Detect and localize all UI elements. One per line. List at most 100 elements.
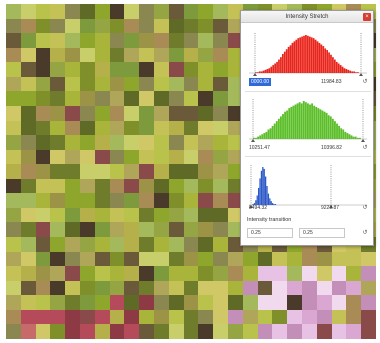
mosaic-tile (6, 120, 21, 136)
blue-reset-icon[interactable]: ↺ (362, 205, 368, 211)
histogram-bar (299, 37, 302, 74)
mosaic-tile (6, 324, 21, 339)
mosaic-tile (213, 76, 228, 92)
transition-reset-icon[interactable]: ↺ (362, 230, 368, 236)
mosaic-tile (168, 295, 184, 310)
mosaic-tile (109, 135, 125, 150)
mosaic-tile (168, 193, 184, 208)
mosaic-tile (124, 295, 140, 310)
green-max-field[interactable]: 10396.82 (321, 145, 342, 151)
mosaic-tile (183, 266, 199, 281)
mosaic-tile (35, 76, 51, 92)
mosaic-tile (228, 91, 243, 106)
transition-left-input[interactable]: 0.25 (247, 228, 293, 238)
mosaic-tile (80, 222, 95, 238)
red-max-field[interactable]: 11984.83 (321, 79, 342, 85)
mosaic-tile (35, 193, 51, 208)
transition-right-input[interactable]: 0.25 (299, 228, 345, 238)
blue-min-field[interactable]: 8494.32 (249, 205, 268, 211)
mosaic-tile (213, 105, 228, 121)
mosaic-tile (109, 324, 125, 339)
mosaic-tile (316, 295, 332, 310)
mosaic-tile (139, 251, 154, 267)
mosaic-tile (228, 62, 243, 77)
mosaic-tile (257, 309, 273, 325)
histogram-bar (272, 203, 274, 205)
mosaic-tile (198, 178, 214, 194)
mosaic-tile (168, 178, 184, 194)
mosaic-tile (80, 135, 95, 150)
mosaic-tile (20, 149, 36, 165)
mosaic-tile (65, 149, 80, 165)
mosaic-tile (242, 251, 258, 267)
green-reset-icon[interactable]: ↺ (362, 145, 368, 151)
mosaic-tile (228, 178, 243, 194)
mosaic-tile (50, 105, 66, 121)
mosaic-tile (80, 4, 95, 19)
mosaic-tile (331, 324, 347, 339)
red-reset-icon[interactable]: ↺ (362, 79, 368, 85)
histogram-bar (270, 201, 272, 205)
close-icon[interactable]: × (363, 13, 371, 21)
histogram-bar (258, 187, 260, 205)
histogram-bar (355, 72, 357, 73)
mosaic-tile (6, 135, 21, 150)
blue-histogram[interactable] (247, 161, 369, 209)
mosaic-tile (331, 280, 347, 296)
mosaic-tile (109, 207, 125, 223)
mosaic-tile (94, 222, 110, 238)
histogram-bar (266, 69, 269, 73)
mosaic-tile (124, 280, 140, 296)
red-min-field[interactable]: 0000.00 (249, 78, 272, 86)
mosaic-tile (302, 251, 317, 267)
mosaic-tile (331, 295, 347, 310)
histogram-bar (295, 39, 298, 73)
histogram-bar (273, 204, 275, 205)
mosaic-tile (124, 18, 140, 34)
mosaic-tile (6, 280, 21, 296)
mosaic-tile (94, 76, 110, 92)
green-histogram[interactable] (247, 95, 369, 143)
mosaic-tile (109, 266, 125, 281)
histogram-bar (266, 186, 268, 205)
mosaic-tile (139, 33, 154, 48)
mosaic-tile (6, 91, 21, 106)
mosaic-tile (183, 295, 199, 310)
mosaic-tile (20, 251, 36, 267)
mosaic-tile (139, 76, 154, 92)
mosaic-tile (183, 251, 199, 267)
mosaic-tile (154, 207, 169, 223)
histogram-bar (323, 111, 326, 139)
mosaic-tile (20, 18, 36, 34)
histogram-bar (334, 121, 336, 139)
mosaic-tile (302, 324, 317, 339)
mosaic-tile (35, 178, 51, 194)
histogram-bar (253, 203, 256, 205)
mosaic-tile (228, 4, 243, 19)
mosaic-tile (287, 280, 302, 296)
mosaic-tile (183, 280, 199, 296)
mosaic-tile (80, 33, 95, 48)
mosaic-tile (124, 47, 140, 63)
blue-max-field[interactable]: 9223.87 (321, 205, 340, 211)
mosaic-tile (213, 309, 228, 325)
mosaic-tile (257, 324, 273, 339)
green-histogram-plot (249, 99, 367, 142)
red-histogram[interactable] (247, 29, 369, 77)
mosaic-tile (242, 295, 258, 310)
histogram-bar (280, 57, 282, 73)
histogram-bar (358, 137, 361, 139)
histogram-bar (282, 114, 284, 139)
histogram-bar (267, 129, 270, 139)
mosaic-tile (109, 62, 125, 77)
mosaic-tile (154, 18, 169, 34)
intensity-stretch-panel: Intensity Stretch × 0000.00 11984.83 ↺ 1… (240, 10, 374, 246)
mosaic-tile (50, 62, 66, 77)
histogram-bar (354, 136, 357, 140)
green-min-field[interactable]: 10251.47 (249, 145, 270, 151)
mosaic-tile (20, 222, 36, 238)
mosaic-tile (302, 295, 317, 310)
mosaic-tile (65, 164, 80, 179)
mosaic-tile (228, 76, 243, 92)
mosaic-tile (94, 135, 110, 150)
